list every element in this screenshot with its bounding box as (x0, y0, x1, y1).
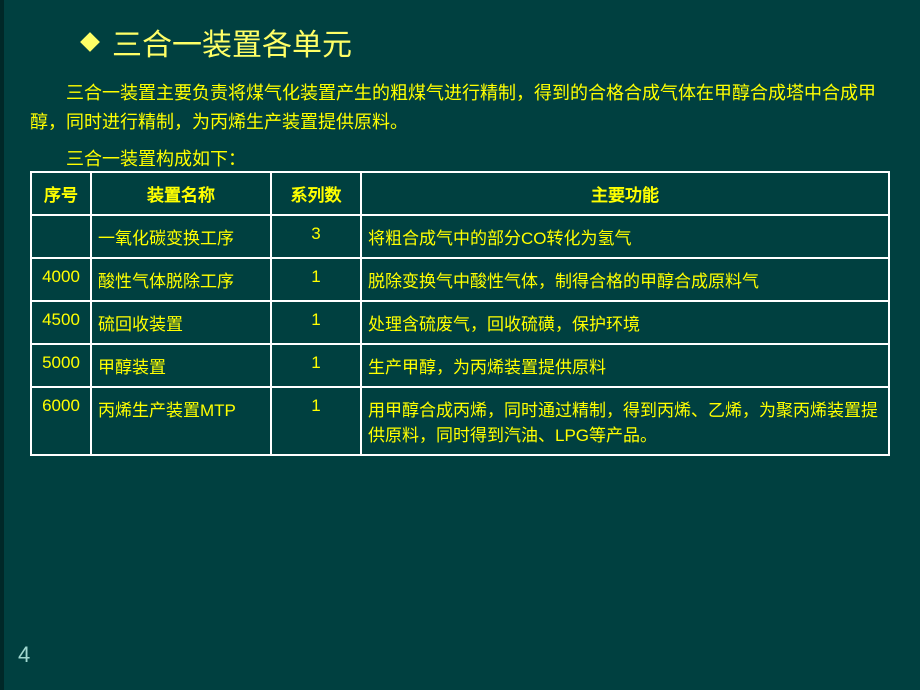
cell-name: 甲醇装置 (91, 344, 271, 387)
header-name: 装置名称 (91, 172, 271, 215)
cell-name: 硫回收装置 (91, 301, 271, 344)
table-row: 一氧化碳变换工序 3 将粗合成气中的部分CO转化为氢气 (31, 215, 889, 258)
diamond-bullet-icon (80, 32, 100, 52)
cell-series: 1 (271, 301, 361, 344)
table-row: 4500 硫回收装置 1 处理含硫废气，回收硫磺，保护环境 (31, 301, 889, 344)
cell-seq: 4000 (31, 258, 91, 301)
subintro-line: 三合一装置构成如下： (30, 145, 890, 171)
table-row: 5000 甲醇装置 1 生产甲醇，为丙烯装置提供原料 (31, 344, 889, 387)
units-table: 序号 装置名称 系列数 主要功能 一氧化碳变换工序 3 将粗合成气中的部分CO转… (30, 171, 890, 456)
left-accent-bar (0, 0, 4, 690)
cell-func: 脱除变换气中酸性气体，制得合格的甲醇合成原料气 (361, 258, 889, 301)
title-row: 三合一装置各单元 (80, 20, 890, 64)
table-body: 一氧化碳变换工序 3 将粗合成气中的部分CO转化为氢气 4000 酸性气体脱除工… (31, 215, 889, 455)
header-seq: 序号 (31, 172, 91, 215)
cell-func: 用甲醇合成丙烯，同时通过精制，得到丙烯、乙烯，为聚丙烯装置提供原料，同时得到汽油… (361, 387, 889, 455)
table-row: 4000 酸性气体脱除工序 1 脱除变换气中酸性气体，制得合格的甲醇合成原料气 (31, 258, 889, 301)
cell-func: 生产甲醇，为丙烯装置提供原料 (361, 344, 889, 387)
header-func: 主要功能 (361, 172, 889, 215)
slide-container: 三合一装置各单元 三合一装置主要负责将煤气化装置产生的粗煤气进行精制，得到的合格… (0, 0, 920, 476)
table-header-row: 序号 装置名称 系列数 主要功能 (31, 172, 889, 215)
cell-name: 丙烯生产装置MTP (91, 387, 271, 455)
table-row: 6000 丙烯生产装置MTP 1 用甲醇合成丙烯，同时通过精制，得到丙烯、乙烯，… (31, 387, 889, 455)
page-number: 4 (18, 642, 30, 668)
cell-series: 1 (271, 387, 361, 455)
header-series: 系列数 (271, 172, 361, 215)
cell-func: 将粗合成气中的部分CO转化为氢气 (361, 215, 889, 258)
cell-series: 1 (271, 258, 361, 301)
intro-paragraph: 三合一装置主要负责将煤气化装置产生的粗煤气进行精制，得到的合格合成气体在甲醇合成… (30, 79, 890, 137)
cell-seq (31, 215, 91, 258)
cell-seq: 5000 (31, 344, 91, 387)
cell-seq: 4500 (31, 301, 91, 344)
slide-title: 三合一装置各单元 (112, 20, 352, 64)
cell-series: 3 (271, 215, 361, 258)
cell-func: 处理含硫废气，回收硫磺，保护环境 (361, 301, 889, 344)
cell-name: 一氧化碳变换工序 (91, 215, 271, 258)
cell-name: 酸性气体脱除工序 (91, 258, 271, 301)
cell-series: 1 (271, 344, 361, 387)
cell-seq: 6000 (31, 387, 91, 455)
